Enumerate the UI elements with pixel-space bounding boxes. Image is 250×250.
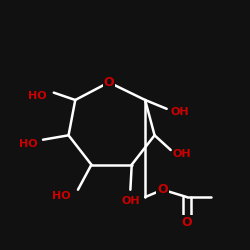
Text: OH: OH bbox=[173, 148, 192, 158]
Text: O: O bbox=[182, 216, 192, 228]
Text: O: O bbox=[104, 76, 114, 89]
Text: HO: HO bbox=[52, 190, 70, 200]
Text: OH: OH bbox=[121, 196, 140, 205]
Text: HO: HO bbox=[28, 90, 46, 101]
Text: HO: HO bbox=[19, 138, 38, 148]
Text: OH: OH bbox=[171, 107, 190, 117]
Text: O: O bbox=[157, 183, 168, 196]
